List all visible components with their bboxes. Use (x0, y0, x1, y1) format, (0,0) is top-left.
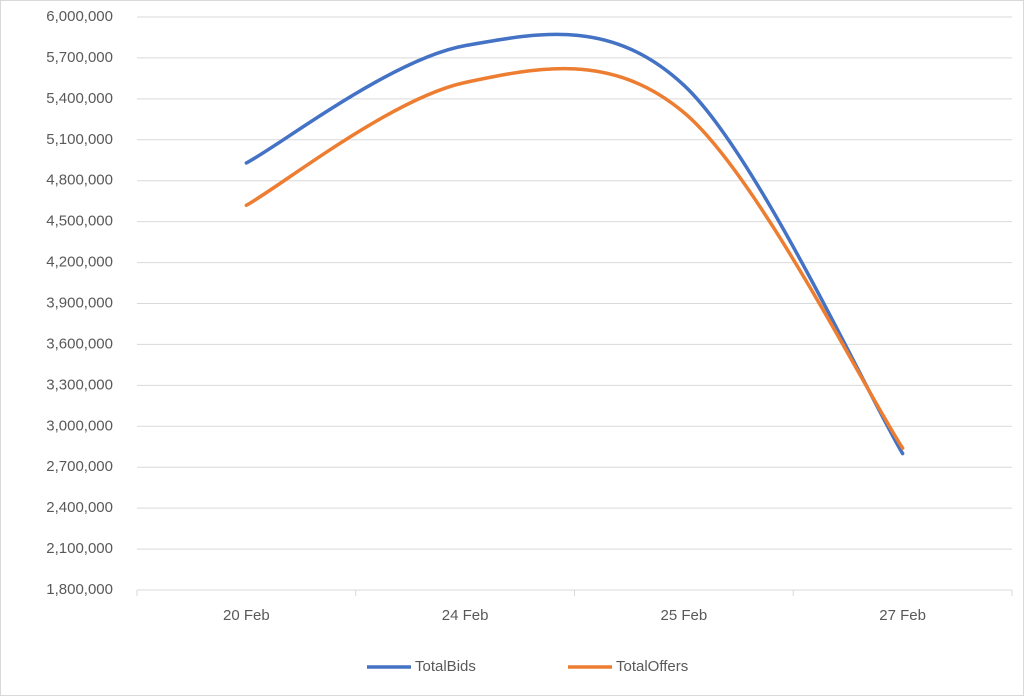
series-line (244, 32, 905, 456)
x-tick-label: 20 Feb (223, 607, 270, 624)
y-tick-label: 6,000,000 (46, 8, 113, 25)
y-tick-label: 3,900,000 (46, 294, 113, 311)
y-tick-label: 5,700,000 (46, 49, 113, 66)
y-tick-label: 3,300,000 (46, 376, 113, 393)
series-line (244, 66, 905, 450)
y-tick-label: 3,000,000 (46, 417, 113, 434)
y-tick-label: 1,800,000 (46, 581, 113, 598)
x-tick-label: 25 Feb (661, 607, 708, 624)
x-tick-label: 24 Feb (442, 607, 489, 624)
y-tick-label: 4,800,000 (46, 172, 113, 189)
y-tick-label: 4,500,000 (46, 213, 113, 230)
legend-label: TotalBids (415, 658, 476, 675)
x-tick-label: 27 Feb (879, 607, 926, 624)
y-tick-label: 4,200,000 (46, 254, 113, 271)
y-tick-label: 2,400,000 (46, 499, 113, 516)
y-tick-label: 2,700,000 (46, 458, 113, 475)
y-tick-label: 2,100,000 (46, 540, 113, 557)
legend-label: TotalOffers (616, 658, 688, 675)
y-tick-label: 5,400,000 (46, 90, 113, 107)
y-tick-label: 3,600,000 (46, 335, 113, 352)
y-tick-label: 5,100,000 (46, 131, 113, 148)
